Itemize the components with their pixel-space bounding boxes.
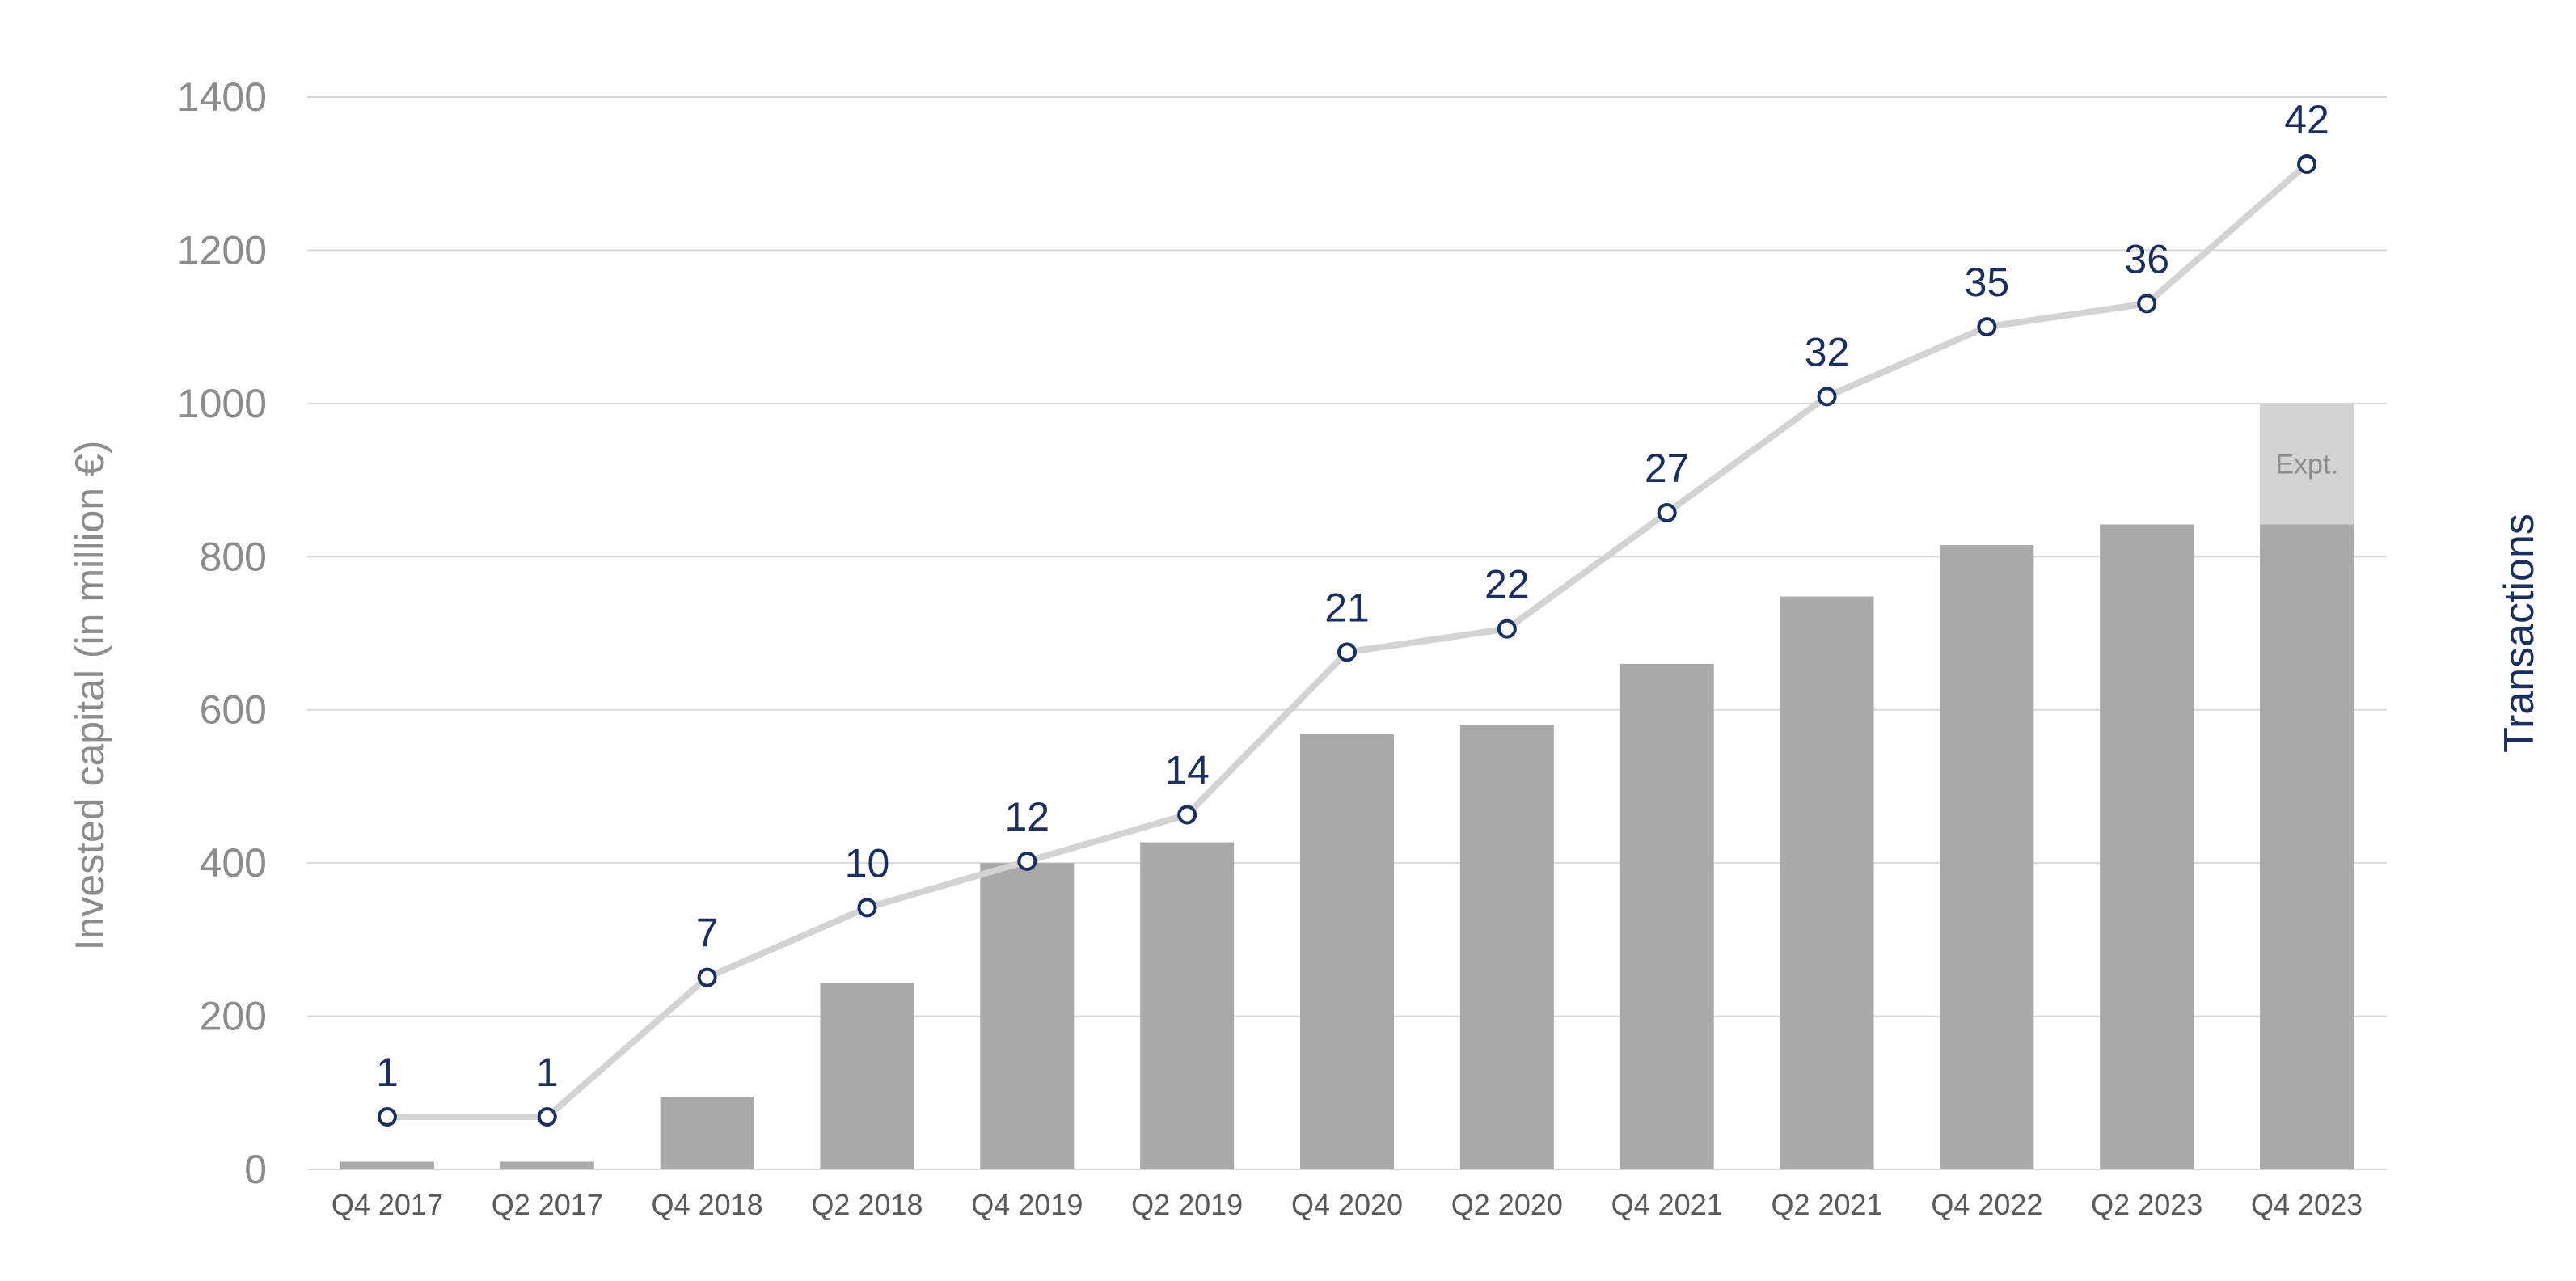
x-tick-label: Q4 2023 [2251,1188,2363,1221]
bar [2260,524,2354,1169]
y-tick-label: 400 [200,840,267,886]
transactions-data-label: 22 [1484,562,1530,607]
x-tick-label: Q2 2021 [1771,1188,1882,1221]
transactions-data-label: 35 [1965,260,2010,305]
x-tick-label: Q2 2018 [811,1188,923,1221]
transactions-marker [697,967,717,987]
bar [1780,596,1874,1169]
bar [1459,725,1554,1169]
bar [500,1161,594,1169]
transactions-marker [1977,317,1997,337]
transactions-marker [377,1107,397,1127]
transactions-marker [857,898,877,918]
x-tick-label: Q2 2019 [1131,1188,1243,1221]
bar [1620,663,1714,1169]
transactions-data-label: 7 [696,911,719,956]
y-tick-label: 800 [200,534,267,579]
secondary-axis-label: Transactions [2496,514,2543,753]
y-tick-label: 1200 [177,227,267,273]
transactions-data-label: 42 [2284,97,2329,142]
x-tick-label: Q4 2018 [652,1188,763,1221]
x-tick-label: Q4 2019 [971,1188,1083,1221]
y-tick-label: 1400 [177,74,267,120]
transactions-data-label: 36 [2124,236,2169,281]
transactions-data-label: 21 [1324,585,1370,630]
transactions-data-label: 27 [1645,446,1690,491]
y-tick-label: 1000 [177,381,267,426]
bar [980,863,1075,1169]
bar [1940,545,2034,1169]
y-axis-ticks: 0 200 400 600 800 1000 1200 1400 [177,74,267,1192]
transactions-marker [1657,502,1677,522]
transactions-marker [2297,154,2317,174]
transactions-marker [1017,851,1037,871]
transactions-data-label: 32 [1805,329,1850,374]
x-tick-label: Q2 2023 [2091,1188,2202,1221]
transactions-marker [1817,387,1837,407]
transactions-data-label: 10 [845,840,890,886]
x-tick-label: Q4 2017 [332,1188,443,1221]
y-axis-label: Invested capital (in million €) [67,441,112,951]
expected-label: Expt. [2275,450,2337,480]
bar [340,1161,434,1169]
bar [1300,734,1394,1169]
bars: Expt. [340,403,2354,1169]
x-tick-label: Q4 2022 [1931,1188,2042,1221]
bar [660,1097,754,1169]
y-tick-label: 200 [200,994,267,1039]
bar [2100,524,2194,1169]
transactions-data-label: 14 [1164,747,1210,793]
transactions-marker [1337,642,1357,662]
x-tick-label: Q2 2017 [492,1188,603,1221]
transactions-marker [1497,619,1517,639]
transactions-data-label: 1 [376,1050,399,1095]
transactions-data-label: 12 [1004,794,1049,839]
transactions-data-label: 1 [536,1050,559,1095]
transactions-marker [2137,294,2157,314]
expected-bar-segment [2260,403,2354,525]
bar [820,983,914,1169]
y-tick-label: 0 [244,1147,267,1192]
x-tick-label: Q4 2020 [1291,1188,1403,1221]
transactions-line: 1 1 7 10 12 14 21 22 27 32 35 36 42 [376,97,2329,1127]
bar [1140,842,1235,1169]
transactions-marker [1177,805,1197,825]
x-tick-label: Q4 2021 [1611,1188,1723,1221]
x-tick-label: Q2 2020 [1451,1188,1563,1221]
x-axis-labels: Q4 2017 Q2 2017 Q4 2018 Q2 2018 Q4 2019 Q2 20… [332,1188,2363,1221]
transactions-marker [537,1107,557,1127]
y-tick-label: 600 [200,687,267,733]
